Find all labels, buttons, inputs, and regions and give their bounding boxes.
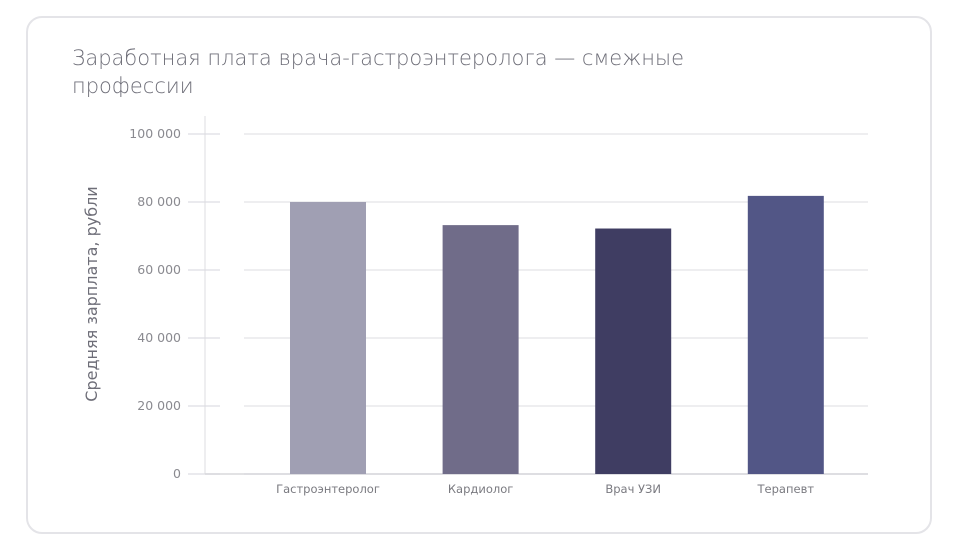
y-tick-label: 0 <box>173 466 181 481</box>
bar <box>595 228 672 474</box>
x-tick-label: Терапевт <box>757 482 815 496</box>
y-tick-label: 60 000 <box>137 262 181 277</box>
bar <box>290 202 366 474</box>
x-tick-label: Гастроэнтеролог <box>276 482 380 496</box>
bar <box>747 195 824 474</box>
y-tick-label: 80 000 <box>137 194 181 209</box>
x-tick-label: Кардиолог <box>448 482 513 496</box>
y-axis-label: Средняя зарплата, рубли <box>82 186 101 401</box>
y-tick-label: 40 000 <box>137 330 181 345</box>
chart-title: Заработная плата врача-гастроэнтеролога … <box>72 46 685 98</box>
y-tick-label: 20 000 <box>137 398 181 413</box>
bar <box>442 225 519 474</box>
x-tick-label: Врач УЗИ <box>605 482 661 496</box>
chart-card <box>26 16 932 534</box>
y-tick-label: 100 000 <box>129 126 181 141</box>
